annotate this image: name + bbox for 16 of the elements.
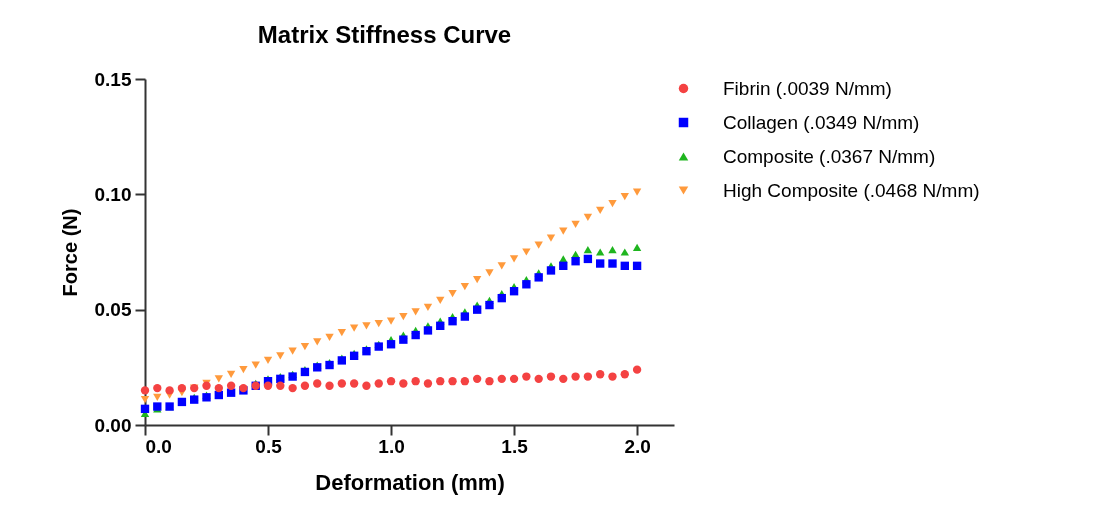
x-tick-label: 0.0: [145, 435, 172, 457]
legend-label: Collagen (.0349 N/mm): [723, 111, 920, 133]
x-tick-label: 2.0: [624, 435, 651, 457]
x-tick-label: 0.5: [255, 435, 283, 457]
y-tick-label: 0.15: [94, 68, 132, 90]
legend-label: Composite (.0367 N/mm): [723, 145, 936, 167]
x-axis-title: Deformation (mm): [315, 469, 505, 495]
legend-label: High Composite (.0468 N/mm): [723, 179, 980, 201]
legend-label: Fibrin (.0039 N/mm): [723, 77, 892, 99]
y-tick-label: 0.00: [94, 414, 132, 436]
x-tick-label: 1.5: [501, 435, 529, 457]
y-axis-title: Force (N): [58, 208, 81, 297]
x-tick-label: 1.0: [378, 435, 405, 457]
y-tick-label: 0.10: [94, 183, 132, 205]
chart-title: Matrix Stiffness Curve: [257, 21, 512, 48]
y-tick-label: 0.05: [94, 299, 132, 321]
